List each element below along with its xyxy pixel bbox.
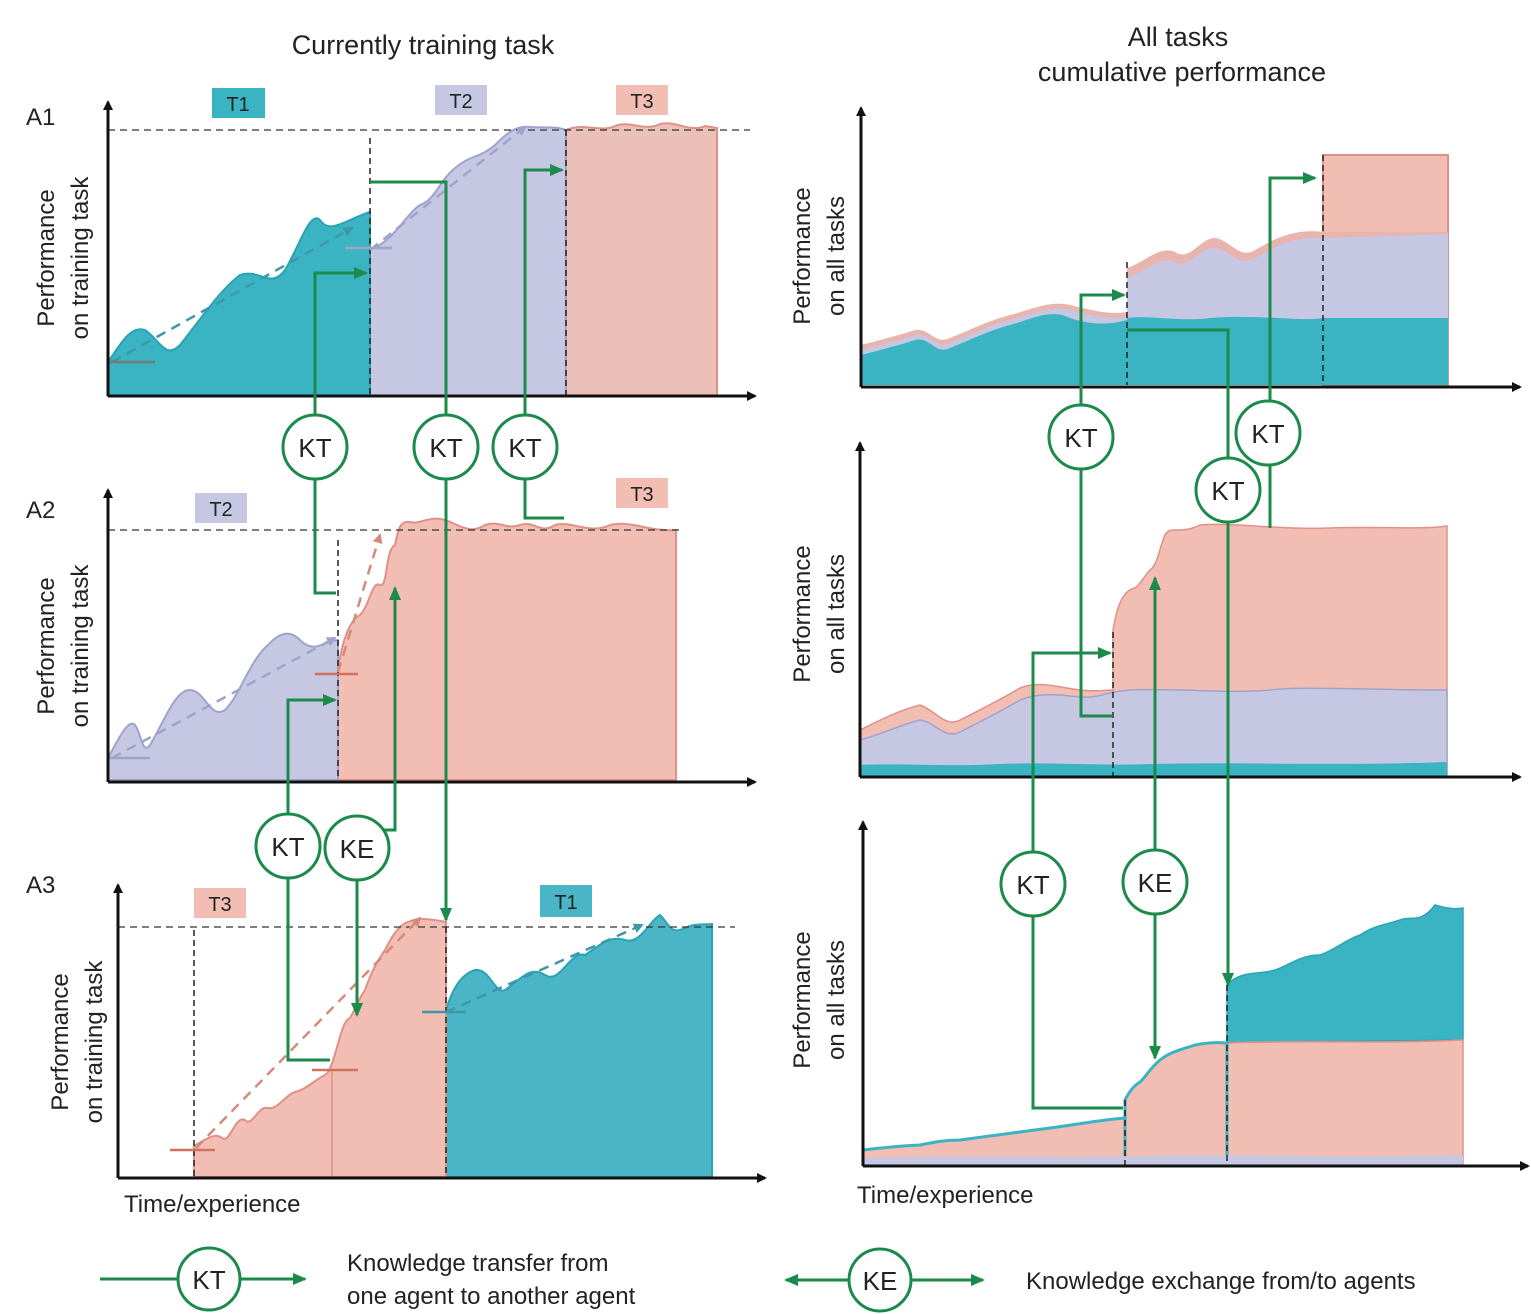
r3-xlabel: Time/experience xyxy=(857,1182,1034,1209)
a1-ylabel: Performance on training task xyxy=(33,176,94,340)
legend-kt-text-line2: one agent to another agent xyxy=(347,1283,636,1310)
svg-text:KT: KT xyxy=(1211,476,1244,506)
agent-label-a3: A3 xyxy=(26,872,55,899)
r1-ylabel: Performance on all tasks xyxy=(789,187,850,324)
a3-t1-area xyxy=(445,913,713,1178)
a3-task-tag-t3 xyxy=(194,888,246,918)
svg-text:on all tasks: on all tasks xyxy=(823,196,850,316)
agent-label-a2: A2 xyxy=(26,497,55,524)
ke-badge-r2-r3: KE xyxy=(1121,848,1189,916)
r2-ylabel: Performance on all tasks xyxy=(789,545,850,682)
svg-text:on all tasks: on all tasks xyxy=(823,940,850,1060)
svg-text:on training task: on training task xyxy=(81,960,108,1124)
svg-text:KT: KT xyxy=(1064,423,1097,453)
legend: KT Knowledge transfer from one agent to … xyxy=(100,1246,1416,1313)
kt-badge-a1-a3: KT xyxy=(412,413,480,481)
svg-text:T3: T3 xyxy=(630,91,653,113)
svg-text:KT: KT xyxy=(271,832,304,862)
kt-badge-r1-r3: KT xyxy=(1194,456,1262,524)
panel-a3: T3 T1 Time/experience xyxy=(113,883,767,1218)
kt-badge-r2-r1-t3: KT xyxy=(1234,399,1302,467)
svg-text:T3: T3 xyxy=(630,484,653,506)
svg-text:Performance: Performance xyxy=(789,545,816,682)
a1-t3-area xyxy=(565,122,718,397)
panel-a1: T1 T2 T3 xyxy=(103,85,757,401)
svg-text:Performance: Performance xyxy=(789,931,816,1068)
kt-badge-a3-a2: KT xyxy=(254,812,322,880)
svg-text:KE: KE xyxy=(340,834,375,864)
agent-label-a1: A1 xyxy=(26,104,55,131)
svg-text:KT: KT xyxy=(429,433,462,463)
a1-task-tag-t2 xyxy=(435,85,487,115)
panel-a2: T2 T3 xyxy=(103,478,757,787)
a3-task-tag-t1 xyxy=(540,885,592,917)
svg-text:Performance: Performance xyxy=(789,187,816,324)
svg-text:Performance: Performance xyxy=(47,973,74,1110)
svg-text:KE: KE xyxy=(1138,868,1173,898)
svg-text:T1: T1 xyxy=(226,94,249,116)
legend-ke-badge: KE xyxy=(863,1266,898,1296)
kt-badge-r2-r1: KT xyxy=(1047,403,1115,471)
ke-badge-a2-a3: KE xyxy=(323,814,391,882)
svg-text:T3: T3 xyxy=(208,894,231,916)
a1-task-tag-t1 xyxy=(212,88,265,118)
a2-t2-area xyxy=(107,632,339,781)
svg-text:Performance: Performance xyxy=(33,577,60,714)
kt-badge-a2-a1: KT xyxy=(281,413,349,481)
a2-task-tag-t3 xyxy=(616,478,668,508)
a3-t3-area xyxy=(193,918,447,1178)
legend-kt: KT Knowledge transfer from one agent to … xyxy=(100,1246,636,1312)
svg-text:Performance: Performance xyxy=(33,189,60,326)
kt-badge-a2-a1-t3: KT xyxy=(491,413,559,481)
a2-t3-area xyxy=(337,517,677,781)
svg-text:T2: T2 xyxy=(209,499,232,521)
svg-text:T1: T1 xyxy=(554,892,577,914)
a1-t1-area xyxy=(107,210,371,397)
legend-ke: KE Knowledge exchange from/to agents xyxy=(784,1247,1416,1313)
right-column-title-line2: cumulative performance xyxy=(1038,57,1326,87)
svg-text:on all tasks: on all tasks xyxy=(823,554,850,674)
legend-kt-badge: KT xyxy=(192,1265,225,1295)
panel-r2 xyxy=(855,441,1522,782)
svg-text:KT: KT xyxy=(508,433,541,463)
svg-text:on training task: on training task xyxy=(67,176,94,340)
svg-text:KT: KT xyxy=(1016,870,1049,900)
panel-r3: Time/experience xyxy=(857,820,1530,1209)
kt-badge-r3-r2: KT xyxy=(999,850,1067,918)
panel-r1 xyxy=(856,106,1522,392)
right-column-title-line1: All tasks xyxy=(1128,22,1229,52)
a2-ylabel: Performance on training task xyxy=(33,564,94,728)
svg-text:KT: KT xyxy=(1251,419,1284,449)
a3-xlabel: Time/experience xyxy=(124,1191,301,1218)
left-column-title: Currently training task xyxy=(292,30,555,60)
a2-task-tag-t2 xyxy=(195,493,247,523)
a1-t2-area xyxy=(369,125,567,397)
legend-kt-text-line1: Knowledge transfer from xyxy=(347,1250,608,1277)
r3-ylabel: Performance on all tasks xyxy=(789,931,850,1068)
a1-task-tag-t3 xyxy=(616,85,668,115)
svg-text:KT: KT xyxy=(298,433,331,463)
a3-ylabel: Performance on training task xyxy=(47,960,108,1124)
svg-text:on training task: on training task xyxy=(67,564,94,728)
svg-text:T2: T2 xyxy=(449,91,472,113)
legend-ke-text: Knowledge exchange from/to agents xyxy=(1026,1268,1416,1295)
